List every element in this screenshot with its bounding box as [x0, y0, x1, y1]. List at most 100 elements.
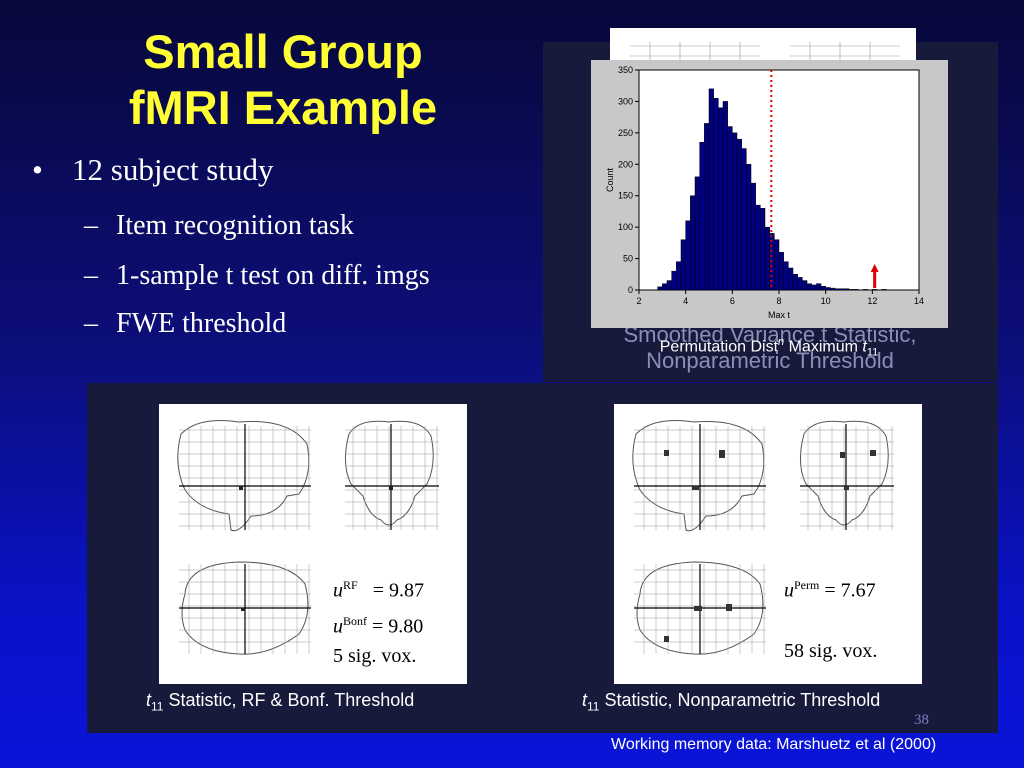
histogram-bar — [732, 132, 738, 291]
histogram-bar — [844, 288, 850, 291]
u-perm-sup: Perm — [794, 578, 820, 592]
histogram-bar — [872, 289, 878, 291]
left-caption-rest: Statistic, RF & Bonf. Threshold — [163, 690, 415, 710]
u-bonf-line: uBonf = 9.80 — [333, 613, 424, 638]
x-tick-label: 4 — [683, 296, 688, 306]
perm-caption-text: Permutation Dist — [659, 338, 779, 356]
nonparametric-thresholds: uPerm = 7.67 58 sig. vox. — [784, 570, 877, 666]
y-tick-label: 200 — [618, 159, 633, 169]
x-tick-label: 10 — [821, 296, 831, 306]
histogram-bar — [848, 289, 854, 291]
y-axis-label: Count — [605, 168, 615, 193]
histogram-bar — [685, 220, 691, 291]
bullet-main-text: 12 subject study — [72, 152, 274, 187]
histogram-bar — [690, 195, 696, 291]
title-line-2: fMRI Example — [128, 81, 438, 134]
right-caption-t: t — [582, 690, 588, 710]
ghost-caption-line-2: Nonparametric Threshold — [646, 348, 894, 373]
histogram-card: 2 4 6 8 10 12 14 0 50 100 150 200 250 300 350 Max t Co… — [591, 60, 948, 328]
histogram-bar — [881, 289, 887, 291]
nonparametric-glass-brain — [632, 420, 894, 655]
histogram-bar — [746, 164, 752, 291]
u-rf-sup: RF — [343, 578, 358, 592]
data-credit: Working memory data: Marshuetz et al (20… — [611, 736, 937, 753]
right-panel-caption: t11 Statistic, Nonparametric Threshold — [582, 690, 880, 714]
x-tick-label: 2 — [636, 296, 641, 306]
histogram-bar — [708, 88, 714, 291]
permutation-caption: Permutation Distn Maximum t11 — [594, 336, 944, 359]
histogram-bar — [704, 123, 710, 291]
histogram-bar — [694, 176, 700, 291]
left-panel-caption: t11 Statistic, RF & Bonf. Threshold — [146, 690, 414, 714]
page-number: 38 — [914, 712, 929, 728]
histogram-bar — [839, 288, 845, 291]
histogram-bar — [778, 252, 784, 291]
histogram-bar — [825, 287, 831, 291]
y-tick-label: 250 — [618, 128, 633, 138]
perm-caption-sub: 11 — [866, 346, 879, 359]
x-tick-label: 8 — [776, 296, 781, 306]
left-caption-sub: 11 — [151, 699, 164, 714]
histogram-bar — [750, 182, 756, 291]
histogram-bar — [718, 107, 724, 291]
hidden-brain-grid — [630, 42, 900, 68]
sub-bullet-text: FWE threshold — [116, 308, 287, 339]
x-tick-label: 6 — [730, 296, 735, 306]
histogram-bar — [820, 285, 826, 291]
nonparametric-glass-brain-card: uPerm = 7.67 58 sig. vox. — [614, 404, 922, 684]
histogram-bar — [722, 101, 728, 291]
histogram-bar — [862, 289, 868, 291]
histogram-bar — [811, 284, 817, 291]
histogram-bar — [774, 239, 780, 291]
bullet-main: • 12 subject study — [32, 152, 274, 187]
sub-bullet-3: – FWE threshold — [84, 308, 287, 339]
y-tick-label: 350 — [618, 65, 633, 75]
histogram-bar — [816, 283, 822, 291]
sub-bullet-2: –1-sample t test on diff. imgs — [84, 260, 430, 291]
x-tick-label: 12 — [867, 296, 877, 306]
u-bonf-sup: Bonf — [343, 613, 367, 628]
histogram-bar — [755, 204, 761, 291]
histogram-bar — [666, 280, 672, 291]
sub-bullet-text: 1-sample t test on diff. imgs — [116, 260, 430, 291]
histogram-bar — [834, 288, 840, 291]
histogram-bar — [760, 208, 766, 291]
histogram-bar — [783, 261, 789, 291]
histogram-bar — [662, 283, 668, 291]
right-caption-rest: Statistic, Nonparametric Threshold — [599, 690, 881, 710]
perm-caption-sup: n — [778, 336, 785, 348]
histogram-bar — [830, 287, 836, 291]
rf-bonf-glass-brain-card: uRF = 9.87 uBonf = 9.80 5 sig. vox. — [159, 404, 467, 684]
histogram-bar — [788, 267, 794, 291]
observed-statistic-arrow — [870, 264, 879, 288]
slide-title: Small Group fMRI Example — [78, 24, 488, 136]
y-tick-label: 0 — [628, 285, 633, 295]
histogram-bar — [797, 277, 803, 291]
rf-bonf-glass-brain — [177, 420, 439, 655]
histogram-bar — [736, 138, 742, 291]
y-tick-label: 300 — [618, 96, 633, 106]
title-line-1: Small Group — [143, 25, 423, 78]
left-caption-t: t — [146, 690, 152, 710]
x-axis-label: Max t — [768, 310, 791, 320]
y-tick-label: 150 — [618, 191, 633, 201]
sub-bullet-text: Item recognition task — [116, 210, 354, 241]
y-tick-label: 100 — [618, 222, 633, 232]
histogram-bar — [802, 280, 808, 291]
histogram-bar — [806, 283, 812, 291]
u-rf-value: = 9.87 — [372, 579, 424, 602]
histogram-bar — [676, 261, 682, 291]
perm-caption-t: t — [862, 338, 867, 356]
right-caption-sub: 11 — [587, 699, 600, 714]
histogram-bar — [792, 274, 798, 291]
left-sig-vox: 5 sig. vox. — [333, 645, 417, 668]
y-tick-label: 50 — [623, 254, 633, 264]
u-perm-line: uPerm = 7.67 — [784, 578, 876, 602]
histogram-bar — [680, 239, 686, 291]
perm-caption-rest: Maximum — [784, 338, 863, 356]
rf-bonf-thresholds: uRF = 9.87 uBonf = 9.80 5 sig. vox. — [333, 570, 424, 671]
u-perm-value: = 7.67 — [824, 579, 876, 602]
histogram-bar — [853, 289, 859, 291]
right-sig-vox: 58 sig. vox. — [784, 639, 878, 662]
histogram-bar — [727, 126, 733, 291]
